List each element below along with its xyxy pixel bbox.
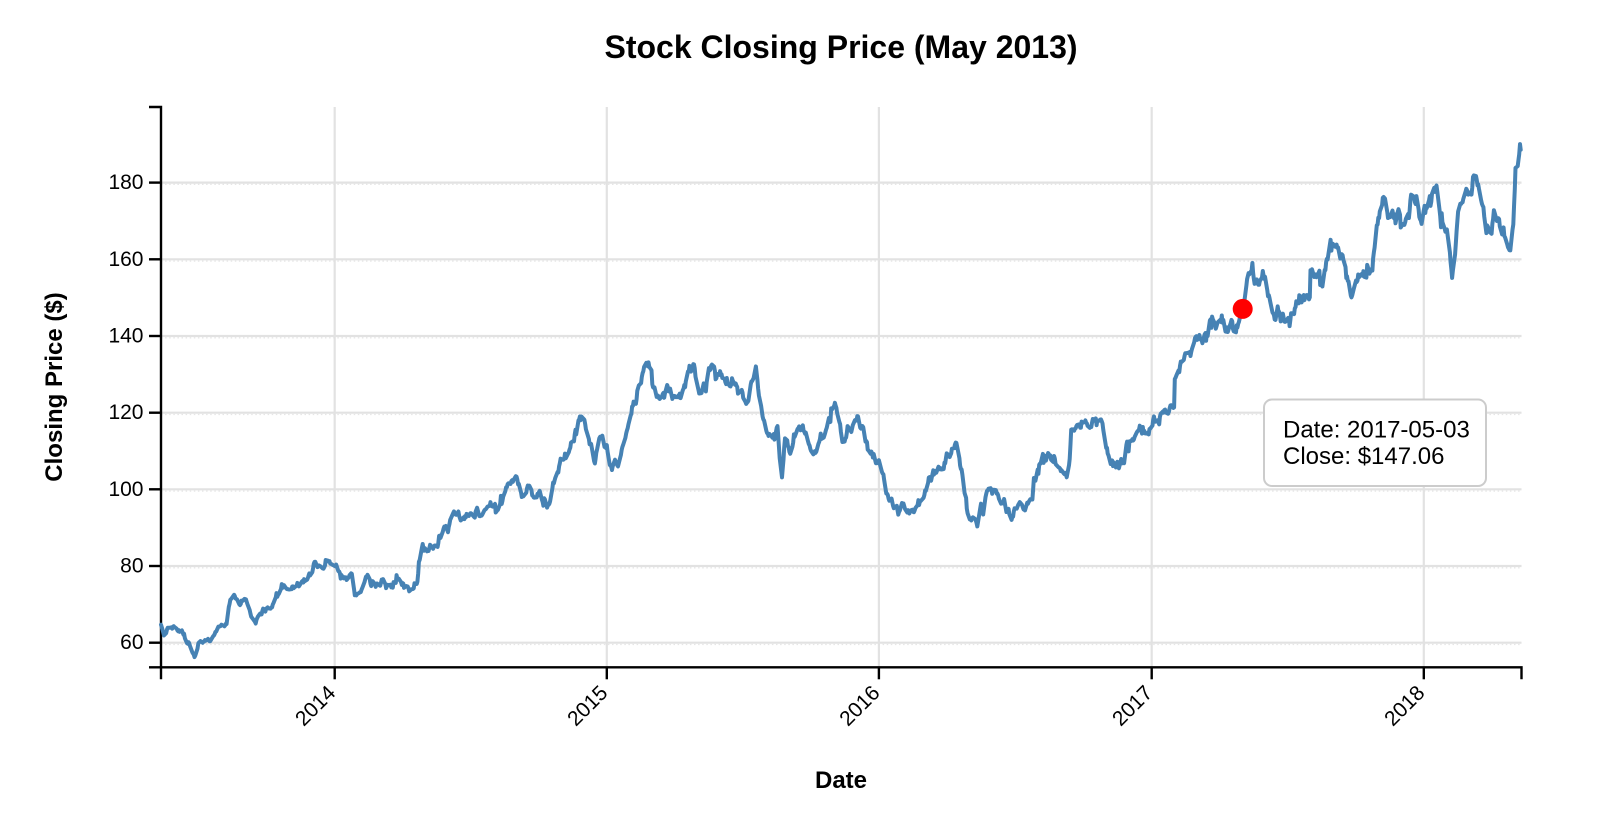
svg-text:Date: 2017-05-03: Date: 2017-05-03: [1283, 417, 1470, 444]
svg-text:Date: Date: [815, 767, 867, 794]
svg-text:180: 180: [108, 171, 143, 194]
svg-text:160: 160: [108, 248, 143, 271]
svg-text:Close: $147.06: Close: $147.06: [1283, 443, 1444, 470]
svg-text:60: 60: [120, 631, 143, 654]
svg-text:120: 120: [108, 401, 143, 424]
svg-text:Stock Closing Price (May 2013): Stock Closing Price (May 2013): [604, 29, 1077, 65]
svg-text:140: 140: [108, 325, 143, 348]
svg-text:Closing Price ($): Closing Price ($): [41, 292, 68, 481]
svg-text:100: 100: [108, 478, 143, 501]
svg-text:80: 80: [120, 555, 143, 578]
